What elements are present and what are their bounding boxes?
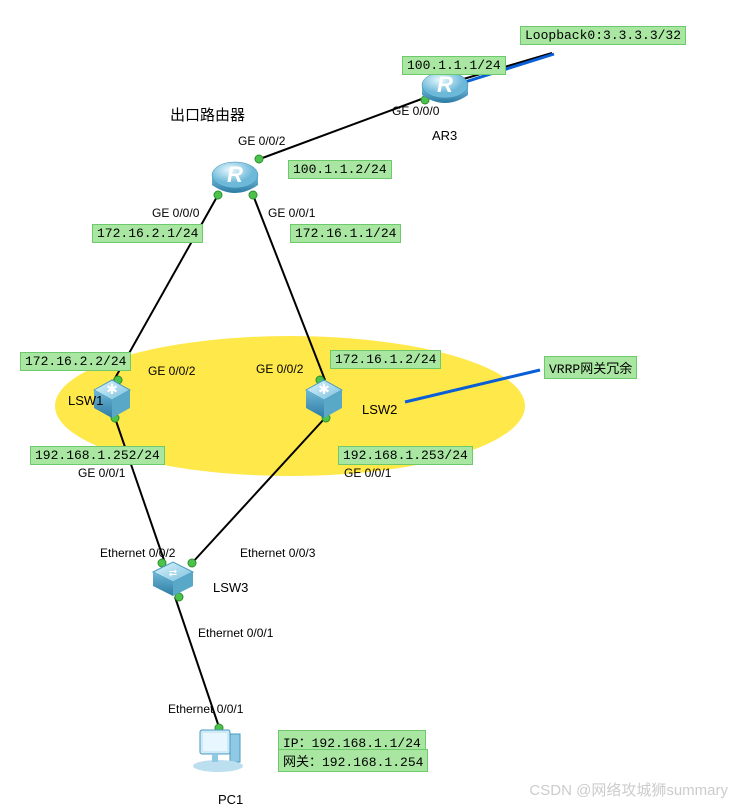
router-icon: R [422,72,468,103]
pc-icon [193,730,243,772]
svg-text:⇄: ⇄ [169,568,177,579]
interface-label: GE 0/0/0 [392,104,439,118]
svg-text:✱: ✱ [106,381,118,397]
device-label-pc1: PC1 [218,792,243,807]
ip-label: VRRP网关冗余 [544,356,637,379]
port-dot [255,155,263,163]
port-dot [249,191,257,199]
ip-label: 172.16.1.1/24 [290,224,401,243]
port-dot [188,559,196,567]
ip-label: 192.168.1.252/24 [30,446,165,465]
svg-text:R: R [227,162,243,187]
device-label-lsw3: LSW3 [213,580,248,595]
device-label-ar3: AR3 [432,128,457,143]
interface-label: Ethernet 0/0/3 [240,546,315,560]
interface-label: GE 0/0/1 [78,466,125,480]
interface-label: GE 0/0/1 [268,206,315,220]
interface-label: GE 0/0/2 [256,362,303,376]
interface-label: GE 0/0/2 [238,134,285,148]
ip-label: 100.1.1.1/24 [402,56,506,75]
interface-label: GE 0/0/1 [344,466,391,480]
ip-label: 192.168.1.253/24 [338,446,473,465]
router-icon: R [212,162,258,193]
interface-label: GE 0/0/2 [148,364,195,378]
interface-label: Ethernet 0/0/2 [100,546,175,560]
ip-label: 172.16.2.1/24 [92,224,203,243]
l2switch-icon: ⇄ [153,562,193,596]
device-label-r1: 出口路由器 [170,104,245,125]
svg-text:✱: ✱ [318,381,330,397]
svg-text:R: R [437,72,453,97]
device-label-lsw1: LSW1 [68,393,103,408]
ip-label: 100.1.1.2/24 [288,160,392,179]
interface-label: Ethernet 0/0/1 [168,702,243,716]
ip-label: 172.16.2.2/24 [20,352,131,371]
device-label-lsw2: LSW2 [362,402,397,417]
port-dot [214,191,222,199]
watermark: CSDN @网络攻城狮summary [529,779,728,800]
topology-canvas: R R ✱ ✱ ⇄ Loopback0:3.3.3.3/32 100.1.1.1/24 10… [0,0,746,812]
ip-label: Loopback0:3.3.3.3/32 [520,26,686,45]
interface-label: GE 0/0/0 [152,206,199,220]
ip-label: 172.16.1.2/24 [330,350,441,369]
interface-label: Ethernet 0/0/1 [198,626,273,640]
ip-label: 网关：192.168.1.254 [278,749,428,772]
